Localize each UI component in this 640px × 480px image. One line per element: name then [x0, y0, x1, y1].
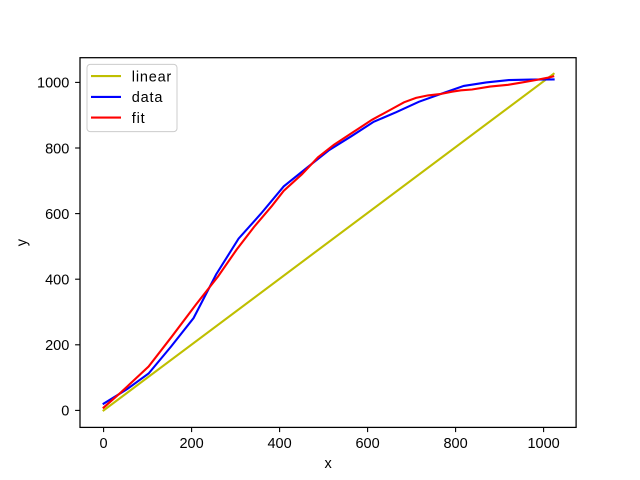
svg-text:200: 200	[45, 338, 69, 354]
svg-text:400: 400	[45, 273, 69, 289]
svg-text:linear: linear	[132, 69, 172, 85]
svg-text:data: data	[132, 90, 164, 106]
svg-text:200: 200	[179, 436, 203, 452]
svg-text:400: 400	[267, 436, 291, 452]
svg-text:600: 600	[355, 436, 379, 452]
svg-text:0: 0	[100, 436, 108, 452]
svg-text:1000: 1000	[527, 436, 559, 452]
svg-text:x: x	[324, 456, 332, 472]
svg-text:y: y	[15, 238, 31, 246]
svg-text:800: 800	[45, 141, 69, 157]
svg-text:800: 800	[443, 436, 467, 452]
svg-text:0: 0	[61, 404, 69, 420]
svg-text:1000: 1000	[37, 76, 69, 92]
svg-text:600: 600	[45, 207, 69, 223]
svg-text:fit: fit	[132, 111, 146, 127]
